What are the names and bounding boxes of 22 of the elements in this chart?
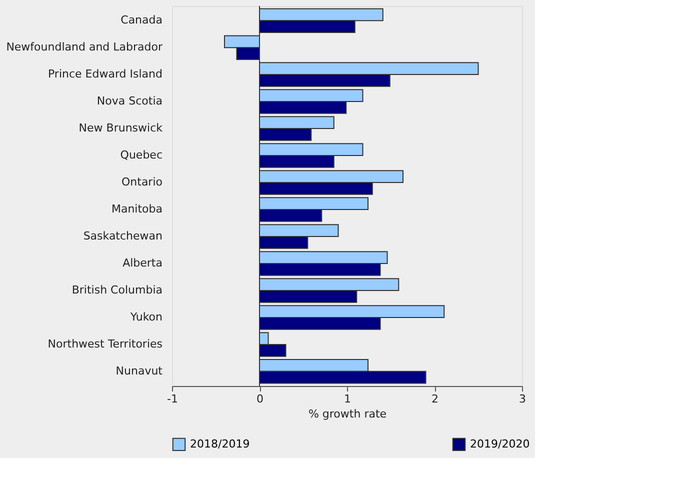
y-tick-label: Manitoba (111, 202, 162, 216)
x-axis-title: % growth rate (308, 408, 387, 420)
y-tick-label: Nova Scotia (96, 94, 162, 108)
y-tick-label: Saskatchewan (83, 229, 163, 242)
x-tick-label: -1 (167, 392, 178, 406)
y-tick-label: Nunavut (116, 364, 164, 378)
x-tick-label: 2 (432, 392, 438, 406)
x-tick-label: 3 (519, 392, 526, 406)
legend-label: 2019/2020 (470, 437, 530, 450)
legend-label: 2018/2019 (190, 437, 250, 450)
y-tick-label: Prince Edward Island (48, 68, 162, 81)
y-tick-label: New Brunswick (78, 122, 164, 135)
y-tick-label: Yukon (129, 310, 163, 324)
y-tick-label: Northwest Territories (48, 337, 163, 350)
y-tick-label: Ontario (122, 176, 163, 189)
y-tick-label: Newfoundland and Labrador (6, 40, 163, 54)
y-tick-label: Alberta (122, 256, 162, 270)
x-tick-label: 0 (256, 392, 264, 406)
y-tick-label: Quebec (120, 148, 162, 162)
y-tick-label: Canada (120, 14, 162, 27)
y-tick-label: British Columbia (72, 283, 162, 296)
x-tick-label: 1 (344, 392, 351, 406)
